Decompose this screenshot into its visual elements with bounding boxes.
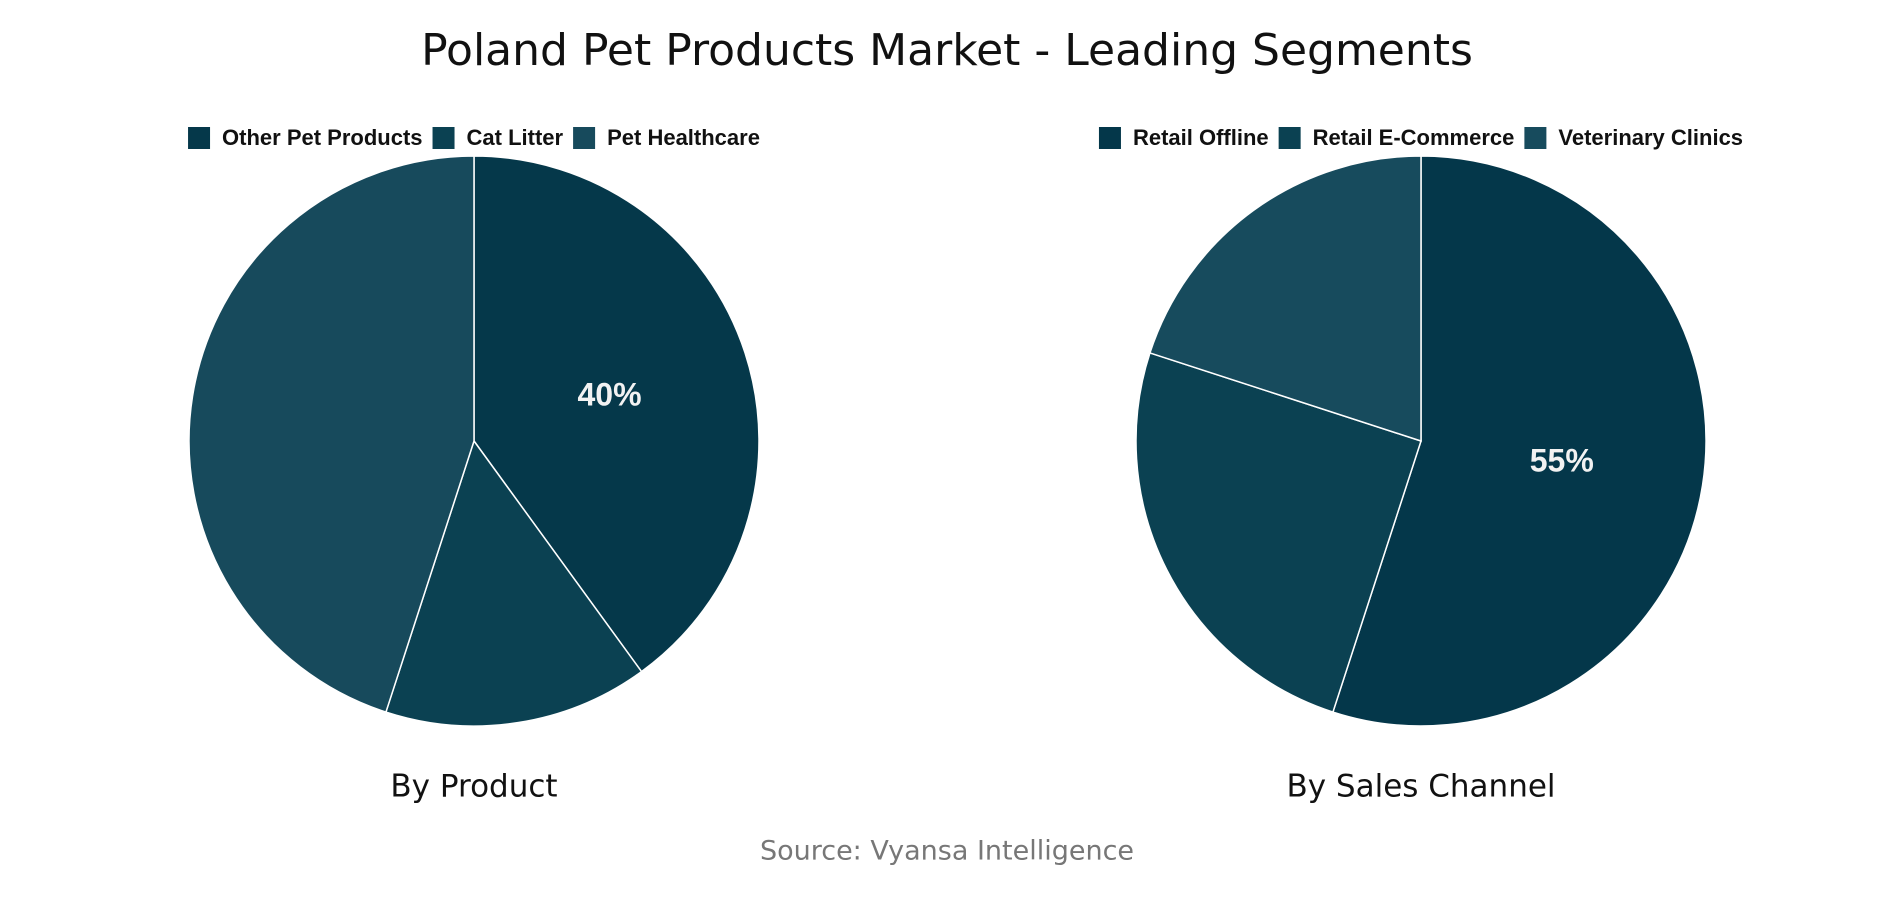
legend: Retail Offline Retail E-Commerce Veterinar… bbox=[1098, 125, 1743, 150]
source: Source: Vyansa Intelligence bbox=[760, 836, 1134, 867]
legend-swatch bbox=[1098, 127, 1121, 149]
legend-label: Retail E-Commerce bbox=[1313, 125, 1515, 150]
pie-slice bbox=[473, 155, 760, 673]
legend-label: Retail Offline bbox=[1133, 125, 1269, 150]
chart-subtitle: By Sales Channel bbox=[1286, 769, 1555, 805]
legend-label: Other Pet Products bbox=[222, 125, 422, 150]
legend-label: Pet Healthcare bbox=[607, 125, 760, 150]
legend-swatch bbox=[573, 127, 596, 149]
legend-swatch bbox=[1278, 127, 1301, 149]
legend: Other Pet Products Cat Litter Pet Healthca… bbox=[188, 125, 760, 150]
legend-label: Veterinary Clinics bbox=[1558, 125, 1743, 150]
legend-swatch bbox=[432, 127, 455, 149]
pie-slice bbox=[188, 155, 475, 713]
data-label: 55% bbox=[1530, 443, 1594, 479]
legend-label: Cat Litter bbox=[467, 125, 564, 150]
chart-subtitle: By Product bbox=[390, 769, 557, 805]
page-title: Poland Pet Products Market - Leading Seg… bbox=[421, 25, 1473, 76]
data-label: 40% bbox=[578, 376, 642, 412]
pie-slice bbox=[1331, 155, 1707, 727]
legend-swatch bbox=[188, 127, 211, 149]
pie-slice bbox=[1135, 351, 1422, 713]
pie-slice bbox=[384, 439, 643, 727]
legend-swatch bbox=[1524, 127, 1547, 149]
pie-slice bbox=[1149, 155, 1422, 443]
